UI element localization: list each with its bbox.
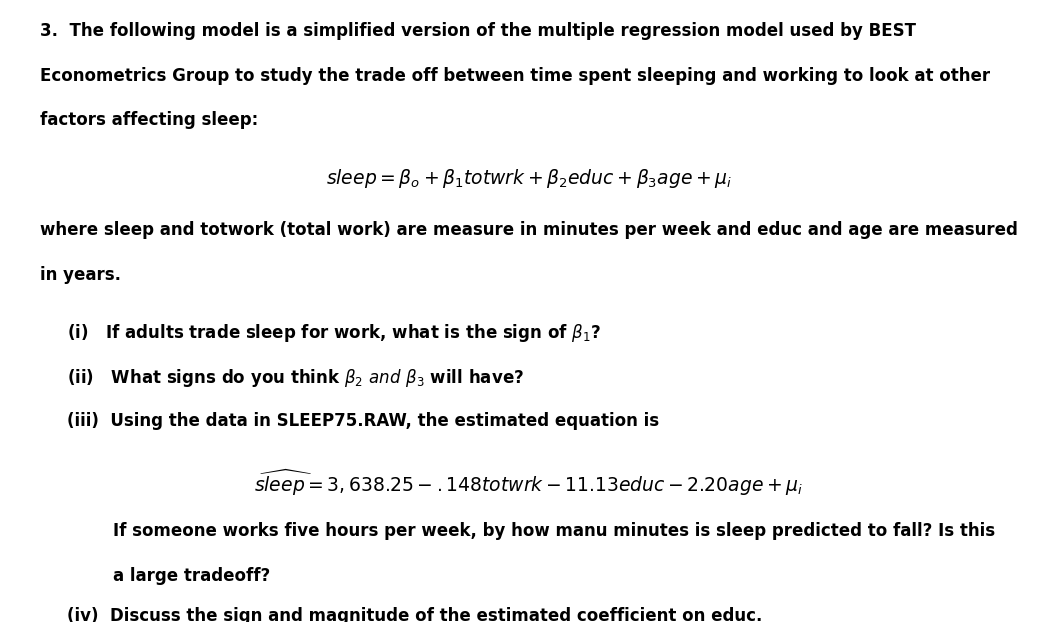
Text: a large tradeoff?: a large tradeoff? [67, 567, 270, 585]
Text: If someone works five hours per week, by how manu minutes is sleep predicted to : If someone works five hours per week, by… [67, 522, 995, 540]
Text: factors affecting sleep:: factors affecting sleep: [40, 111, 258, 129]
Text: $\widehat{\mathit{sleep}} = 3,638.25-.148\mathit{totwrk} - 11.13\mathit{educ} - : $\widehat{\mathit{sleep}} = 3,638.25-.14… [254, 468, 804, 498]
Text: (ii)   What signs do you think $\beta_2$ $\mathit{and}$ $\beta_3$ will have?: (ii) What signs do you think $\beta_2$ $… [67, 367, 524, 389]
Text: Econometrics Group to study the trade off between time spent sleeping and workin: Econometrics Group to study the trade of… [40, 67, 990, 85]
Text: 3.  The following model is a simplified version of the multiple regression model: 3. The following model is a simplified v… [40, 22, 916, 40]
Text: (iii)  Using the data in SLEEP75.RAW, the estimated equation is: (iii) Using the data in SLEEP75.RAW, the… [67, 412, 659, 430]
Text: (iv)  Discuss the sign and magnitude of the estimated coefficient on educ.: (iv) Discuss the sign and magnitude of t… [67, 607, 762, 622]
Text: where sleep and totwork (total work) are measure in minutes per week and educ an: where sleep and totwork (total work) are… [40, 221, 1018, 239]
Text: (i)   If adults trade sleep for work, what is the sign of $\beta_1$?: (i) If adults trade sleep for work, what… [67, 322, 601, 344]
Text: in years.: in years. [40, 266, 122, 284]
Text: $\mathit{sleep} = \beta_o + \beta_1\mathit{totwrk} + \beta_2\mathit{educ} + \bet: $\mathit{sleep} = \beta_o + \beta_1\math… [326, 167, 732, 190]
